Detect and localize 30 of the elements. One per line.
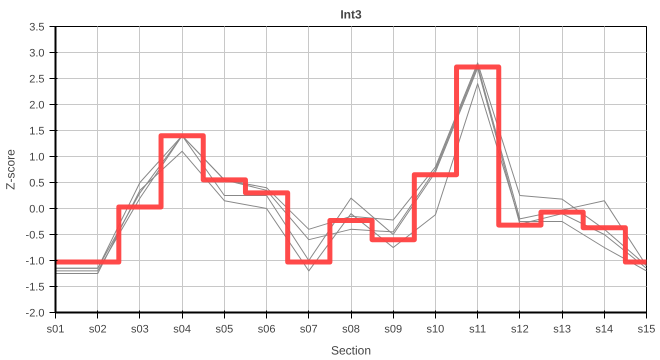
x-tick-label: s10 [426, 324, 444, 336]
y-tick-label: -1.5 [26, 282, 45, 294]
y-tick-label: 0.5 [29, 178, 45, 190]
y-tick-label: 1.5 [29, 126, 45, 138]
y-tick-label: 2.0 [29, 100, 45, 112]
x-tick-label: s11 [469, 324, 486, 336]
x-axis-title: Section [330, 344, 372, 358]
y-tick-label: 3.5 [29, 22, 45, 34]
y-tick-label: 0.0 [29, 204, 45, 216]
x-tick-label: s07 [300, 324, 318, 336]
x-tick-label: s05 [215, 324, 234, 336]
y-tick-label: 1.0 [29, 152, 45, 164]
x-tick-label: s09 [384, 324, 402, 336]
x-tick-label: s15 [638, 324, 656, 336]
x-tick-label: s08 [342, 324, 360, 336]
x-tick-label: s06 [258, 324, 276, 336]
x-tick-label: s04 [173, 324, 192, 336]
y-tick-label: 2.5 [29, 74, 45, 86]
x-tick-label: s03 [131, 324, 149, 336]
x-tick-label: s13 [553, 324, 571, 336]
y-tick-label: 3.0 [29, 48, 45, 60]
y-tick-label: -1.0 [26, 256, 45, 268]
x-tick-label: s14 [595, 324, 614, 336]
chart-title: Int3 [340, 8, 362, 22]
y-tick-label: -2.0 [26, 308, 45, 320]
y-tick-label: -0.5 [26, 230, 45, 242]
x-tick-label: s01 [46, 324, 64, 336]
x-tick-label: s12 [510, 324, 529, 336]
y-axis-title: Z-score [4, 148, 18, 190]
x-tick-label: s02 [88, 324, 107, 336]
